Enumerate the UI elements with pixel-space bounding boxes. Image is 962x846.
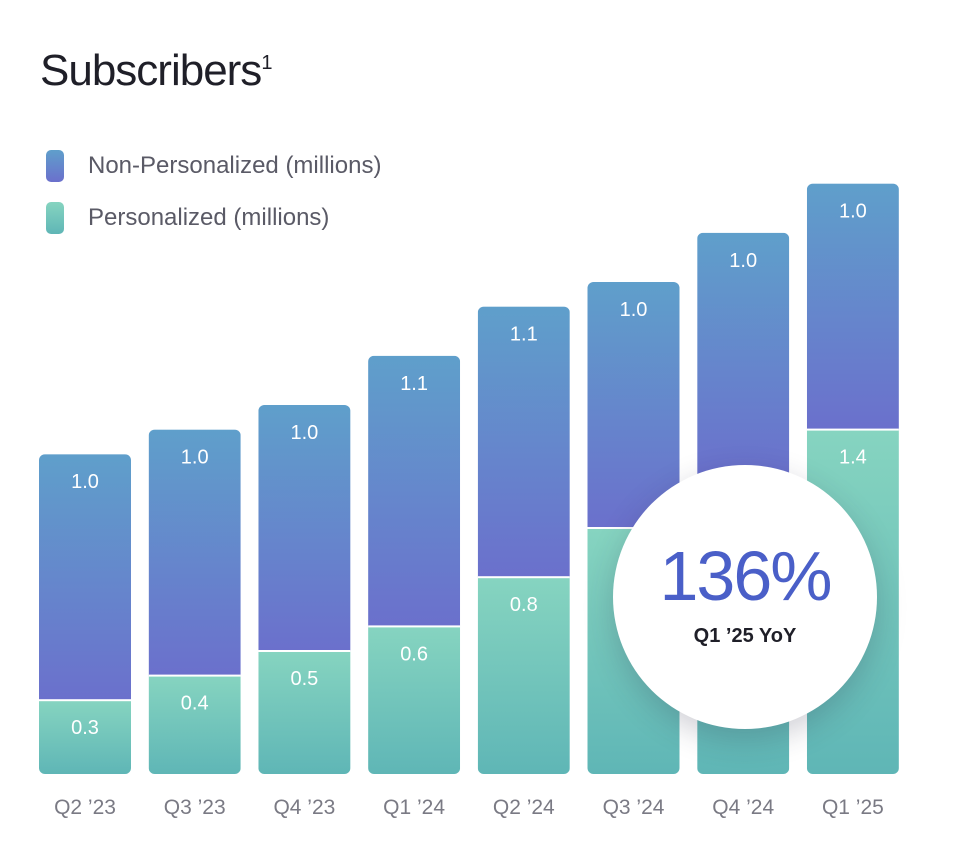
x-tick-label: Q2 ’24 <box>493 796 555 819</box>
yoy-growth-badge: 136% Q1 ’25 YoY <box>613 465 877 729</box>
bar-non-personalized <box>39 454 131 701</box>
x-tick-label: Q1 ’24 <box>383 796 445 819</box>
data-label-personalized: 0.4 <box>181 693 209 715</box>
data-label-non-personalized: 1.0 <box>729 250 757 272</box>
bar-group: 1.0 0.3 Q2 ’23 <box>39 454 131 819</box>
chart-title-text: Subscribers <box>40 46 262 95</box>
title-footnote: 1 <box>261 52 273 74</box>
bar-separator <box>258 650 351 652</box>
bar-non-personalized <box>368 355 461 627</box>
bar-separator <box>477 576 570 579</box>
data-label-non-personalized: 1.0 <box>290 422 318 444</box>
legend-swatch-non-personalized <box>46 150 64 182</box>
bar-non-personalized <box>148 429 241 676</box>
data-label-non-personalized: 1.1 <box>510 324 538 346</box>
bar-separator <box>806 428 899 431</box>
data-label-non-personalized: 1.0 <box>181 447 209 469</box>
bar-personalized <box>258 651 351 774</box>
data-label-personalized: 0.5 <box>290 668 318 690</box>
legend-swatch-personalized <box>46 202 64 234</box>
x-tick-label: Q4 ’24 <box>712 796 774 819</box>
bar-separator <box>39 699 131 702</box>
bar-separator <box>368 625 461 628</box>
bar-personalized <box>39 700 131 774</box>
legend-label-personalized: Personalized (millions) <box>88 204 330 231</box>
data-label-personalized: 1.4 <box>839 447 867 469</box>
data-label-personalized: 0.3 <box>71 717 99 739</box>
bar-non-personalized <box>587 282 680 528</box>
bar-personalized <box>368 626 461 774</box>
bar-non-personalized <box>697 232 790 479</box>
x-tick-label: Q3 ’24 <box>603 796 665 819</box>
data-label-non-personalized: 1.0 <box>839 201 867 223</box>
bar-personalized <box>477 577 570 774</box>
x-tick-label: Q2 ’23 <box>54 796 116 819</box>
bar-group: 1.1 0.8 Q2 ’24 <box>477 306 570 819</box>
legend-item-non-personalized: Non-Personalized (millions) <box>46 140 381 192</box>
legend-item-personalized: Personalized (millions) <box>46 192 381 244</box>
bar-non-personalized <box>806 183 899 430</box>
bar-non-personalized <box>477 306 570 578</box>
yoy-growth-label: Q1 ’25 YoY <box>693 624 797 647</box>
bar-group: 1.1 0.6 Q1 ’24 <box>368 355 461 819</box>
data-label-non-personalized: 1.1 <box>400 373 428 395</box>
data-label-non-personalized: 1.0 <box>71 471 99 493</box>
yoy-growth-value: 136% <box>659 536 832 615</box>
bar-non-personalized <box>258 405 351 651</box>
bar-group: 1.0 0.4 Q3 ’23 <box>148 429 241 819</box>
data-label-personalized: 0.6 <box>400 643 428 665</box>
x-tick-label: Q4 ’23 <box>273 796 335 819</box>
chart-title: Subscribers1 <box>40 46 272 96</box>
data-label-non-personalized: 1.0 <box>620 299 648 321</box>
legend: Non-Personalized (millions) Personalized… <box>46 140 381 244</box>
bar-personalized <box>148 675 241 774</box>
data-label-personalized: 0.8 <box>510 594 538 616</box>
legend-label-non-personalized: Non-Personalized (millions) <box>88 152 382 179</box>
x-tick-label: Q1 ’25 <box>822 796 884 819</box>
bar-group: 1.0 0.5 Q4 ’23 <box>258 405 351 819</box>
bar-separator <box>148 674 241 677</box>
x-tick-label: Q3 ’23 <box>164 796 226 819</box>
